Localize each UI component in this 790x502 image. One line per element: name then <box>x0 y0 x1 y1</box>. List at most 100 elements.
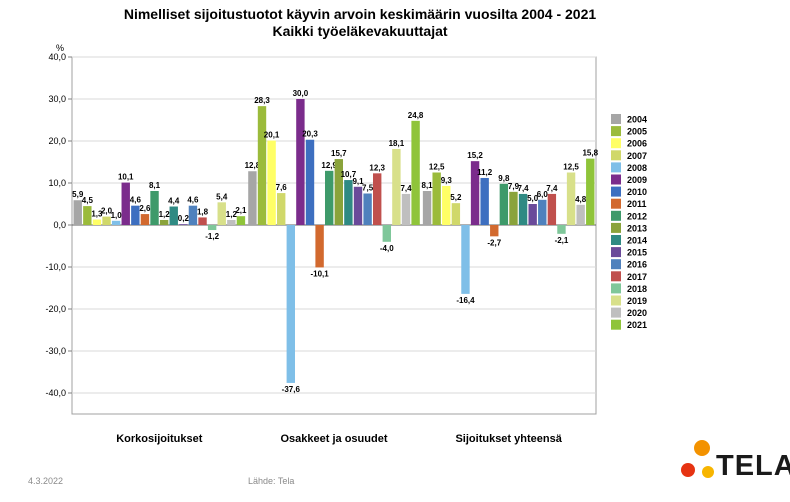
bar-2011 <box>315 225 324 268</box>
data-label: 7,5 <box>362 184 374 193</box>
data-label: 4,8 <box>575 195 587 204</box>
data-label: -16,4 <box>456 296 475 305</box>
legend-swatch <box>611 247 621 258</box>
legend-label: 2005 <box>627 127 647 137</box>
legend-swatch <box>611 235 621 245</box>
bar-2007 <box>277 193 286 225</box>
data-label: 1,2 <box>159 210 171 219</box>
data-label: 5,0 <box>527 194 539 203</box>
bar-2016 <box>188 205 198 225</box>
legend-swatch <box>611 319 621 330</box>
y-tick-label: 30,0 <box>48 94 66 104</box>
legend-swatch <box>611 210 621 221</box>
bar-2012 <box>150 190 159 225</box>
y-tick-label: 0,0 <box>53 220 66 230</box>
bar-2021 <box>236 216 246 225</box>
bar-2009 <box>470 161 480 225</box>
bar-2005 <box>257 106 267 225</box>
bar-2020 <box>576 204 585 225</box>
y-tick-label: -30,0 <box>45 346 66 356</box>
legend-label: 2014 <box>627 236 647 246</box>
bar-2021 <box>411 120 420 225</box>
chart-subtitle: Kaikki työeläkevakuuttajat <box>272 23 448 39</box>
data-label: 24,8 <box>408 111 424 120</box>
data-label: 7,4 <box>546 184 558 193</box>
legend-swatch <box>611 283 621 294</box>
bar-2006 <box>442 185 451 225</box>
logo-text: TELA <box>716 450 790 482</box>
bar-chart: 40,0 30,0 20,0 10,0 0,0 -10,0 -20,0 -30,0 -40,0%… <box>45 43 647 445</box>
legend-label: 2006 <box>627 139 647 149</box>
data-label: 9,1 <box>352 177 364 186</box>
category-label: Korkosijoitukset <box>116 433 203 445</box>
bar-2020 <box>227 219 236 225</box>
bar-2019 <box>392 148 401 225</box>
bar-2011 <box>490 225 499 237</box>
data-label: 20,3 <box>302 130 318 139</box>
legend-label: 2015 <box>627 248 647 258</box>
data-label: -2,1 <box>555 236 569 245</box>
data-label: 7,6 <box>276 183 288 192</box>
data-label: 12,9 <box>321 161 337 170</box>
legend-swatch <box>611 150 621 161</box>
data-label: 6,0 <box>537 190 549 199</box>
legend-swatch <box>611 271 621 282</box>
data-label: 7,4 <box>518 184 530 193</box>
data-label: 12,3 <box>369 163 385 172</box>
data-label: -37,6 <box>282 385 301 394</box>
bar-2010 <box>131 205 140 225</box>
legend-swatch <box>611 186 621 197</box>
bar-2004 <box>422 190 432 225</box>
data-label: -1,2 <box>205 232 219 241</box>
legend-label: 2016 <box>627 260 647 270</box>
data-label: 9,8 <box>498 174 510 183</box>
bar-2008 <box>461 225 470 294</box>
legend-swatch <box>611 126 621 137</box>
legend-label: 2018 <box>627 284 647 294</box>
legend-swatch <box>611 222 621 233</box>
data-label: 30,0 <box>293 89 309 98</box>
data-label: 15,8 <box>582 149 598 158</box>
bar-2011 <box>140 214 150 225</box>
data-label: 4,6 <box>187 196 199 205</box>
data-label: 5,4 <box>216 192 228 201</box>
tela-logo: TELA <box>676 436 790 496</box>
legend-label: 2017 <box>627 272 647 282</box>
bar-2020 <box>401 193 411 225</box>
bar-2013 <box>509 191 518 225</box>
data-label: 11,2 <box>477 168 493 177</box>
legend-label: 2007 <box>627 151 647 161</box>
y-tick-label: 10,0 <box>48 178 66 188</box>
bar-2010 <box>305 139 315 225</box>
bar-2004 <box>73 200 82 225</box>
y-tick-label: -20,0 <box>45 304 66 314</box>
bar-2008 <box>111 220 121 225</box>
bar-2006 <box>267 140 276 225</box>
data-label: 1,8 <box>197 207 209 216</box>
legend-swatch <box>611 307 621 318</box>
bar-2016 <box>538 199 547 225</box>
bar-2015 <box>353 186 363 225</box>
bar-2014 <box>518 193 528 225</box>
y-axis-unit: % <box>56 43 64 53</box>
data-label: 4,4 <box>168 197 180 206</box>
bar-2019 <box>217 202 226 225</box>
plot-area <box>71 56 597 415</box>
bar-2017 <box>547 193 557 225</box>
data-label: 0,2 <box>178 214 190 223</box>
y-tick-label: -10,0 <box>45 262 66 272</box>
data-label: 7,4 <box>400 184 412 193</box>
legend-label: 2004 <box>627 115 647 125</box>
data-label: 15,2 <box>467 151 483 160</box>
data-label: 7,9 <box>508 182 520 191</box>
data-label: 8,1 <box>149 181 161 190</box>
data-label: 28,3 <box>254 96 270 105</box>
legend-label: 2010 <box>627 187 647 197</box>
legend-label: 2019 <box>627 296 647 306</box>
data-label: 12,8 <box>245 161 261 170</box>
bar-2008 <box>286 225 295 383</box>
bar-2014 <box>169 206 178 225</box>
legend-swatch <box>611 138 621 149</box>
data-label: 5,2 <box>450 193 462 202</box>
category-label: Osakkeet ja osuudet <box>281 433 388 445</box>
